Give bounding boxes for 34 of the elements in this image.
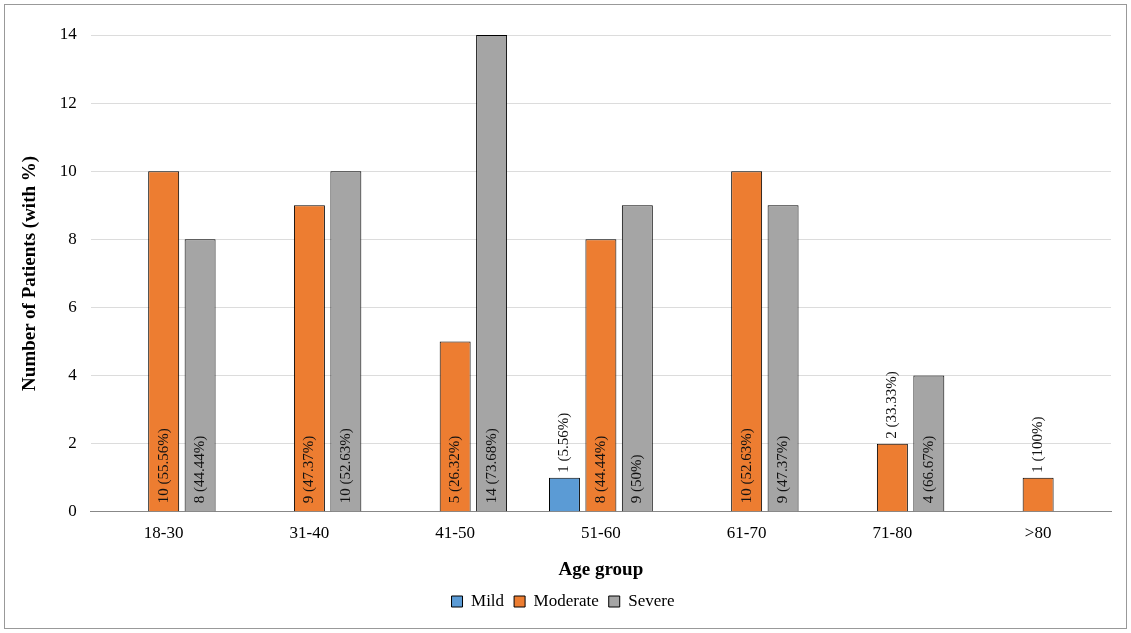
legend-label: Severe [628, 590, 675, 610]
data-label: 8 (44.44%) [591, 435, 609, 504]
data-label: 1 (100%) [1029, 416, 1047, 473]
legend-label: Moderate [533, 590, 599, 610]
data-label: 9 (50%) [628, 454, 646, 504]
x-tick-label: 61-70 [726, 523, 767, 543]
data-label: 9 (47.37%) [774, 435, 792, 504]
data-label: 4 (66.67%) [919, 435, 937, 504]
y-tick-label: 6 [68, 296, 77, 316]
y-tick-label: 12 [59, 92, 77, 112]
legend-label: Mild [471, 590, 505, 610]
y-tick-label: 14 [59, 24, 78, 44]
data-label: 2 (33.33%) [883, 371, 901, 439]
y-tick-label: 2 [68, 433, 77, 453]
y-tick-label: 0 [68, 501, 77, 521]
data-label: 9 (47.37%) [300, 435, 318, 504]
x-axis-title: Age group [558, 557, 644, 579]
y-axis-title: Number of Patients (with %) [18, 155, 41, 391]
data-label: 10 (52.63%) [737, 428, 755, 504]
x-tick-label: 18-30 [143, 523, 184, 543]
x-tick-label: 51-60 [581, 523, 621, 543]
y-tick-label: 10 [59, 160, 77, 180]
data-label: 8 (44.44%) [191, 435, 209, 504]
data-label: 1 (5.56%) [555, 412, 573, 473]
x-tick-label: 41-50 [435, 523, 475, 543]
data-label: 14 (73.68%) [482, 428, 500, 504]
x-tick-label: 71-80 [872, 523, 913, 543]
x-tick-label: >80 [1024, 523, 1052, 543]
data-label: 10 (52.63%) [336, 428, 354, 504]
y-tick-label: 8 [68, 228, 77, 248]
data-label: 5 (26.32%) [446, 435, 464, 504]
x-tick-label: 31-40 [289, 523, 330, 543]
y-tick-label: 4 [68, 365, 78, 385]
data-label: 10 (55.56%) [154, 428, 172, 504]
